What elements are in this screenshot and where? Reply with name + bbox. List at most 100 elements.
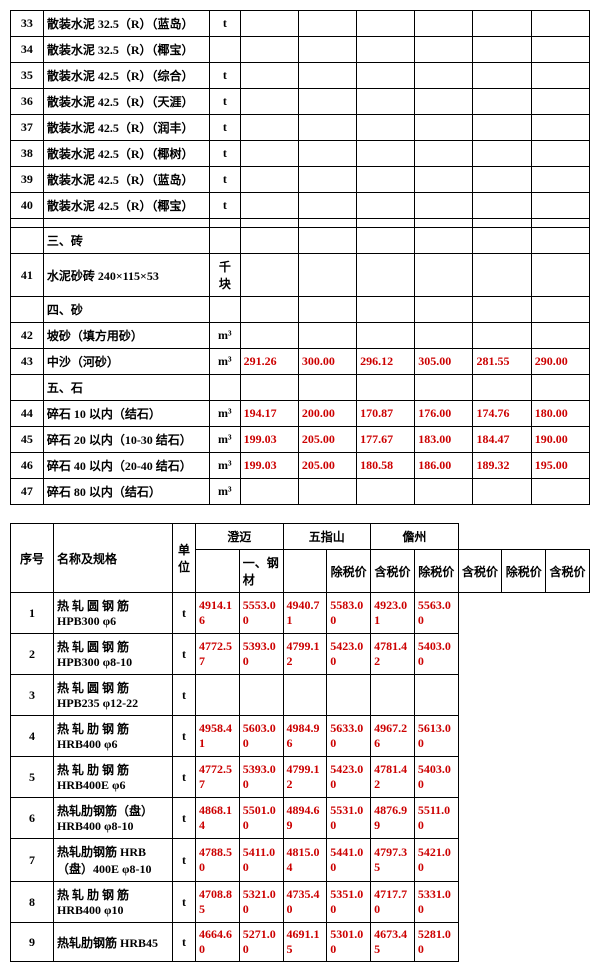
price-value: 5393.00 (239, 634, 283, 675)
price-value: 199.03 (240, 453, 298, 479)
price-value: 4940.71 (283, 593, 327, 634)
price-value (240, 228, 298, 254)
unit: t (209, 141, 240, 167)
subheader: 除税价 (414, 550, 458, 593)
price-value: 189.32 (473, 453, 531, 479)
price-value: 200.00 (298, 401, 356, 427)
price-value (415, 11, 473, 37)
price-value: 174.76 (473, 401, 531, 427)
price-value (240, 375, 298, 401)
price-value (531, 479, 589, 505)
unit: t (173, 757, 196, 798)
table-row: 6热轧肋钢筋（盘）HRB400 φ8-10t4868.145501.004894… (11, 798, 590, 839)
price-value (357, 297, 415, 323)
price-value: 4788.50 (196, 839, 240, 882)
material-name: 热 轧 肋 钢 筋 HRB400 φ10 (54, 882, 173, 923)
table-row: 五、石 (11, 375, 590, 401)
price-value (298, 297, 356, 323)
price-value (531, 219, 589, 228)
table-row: 36散装水泥 42.5（R）（天涯）t (11, 89, 590, 115)
material-name: 散装水泥 32.5（R）（蓝岛） (43, 11, 209, 37)
price-value: 5393.00 (239, 757, 283, 798)
material-name: 四、砂 (43, 297, 209, 323)
price-value (283, 675, 327, 716)
price-value: 4958.41 (196, 716, 240, 757)
price-value (240, 89, 298, 115)
price-value (531, 141, 589, 167)
price-value: 5411.00 (239, 839, 283, 882)
row-index: 34 (11, 37, 44, 63)
price-value (357, 89, 415, 115)
unit (209, 375, 240, 401)
price-value: 5501.00 (239, 798, 283, 839)
subheader: 含税价 (546, 550, 590, 593)
row-index (11, 375, 44, 401)
row-index: 7 (11, 839, 54, 882)
material-name: 热轧肋钢筋 HRB（盘）400E φ8-10 (54, 839, 173, 882)
header-region: 澄迈 (196, 524, 284, 550)
material-name: 碎石 20 以内（10-30 结石） (43, 427, 209, 453)
price-value (357, 254, 415, 297)
unit: m³ (209, 453, 240, 479)
table-row: 33散装水泥 32.5（R）（蓝岛）t (11, 11, 590, 37)
price-value (473, 37, 531, 63)
unit: m³ (209, 401, 240, 427)
table-row: 7热轧肋钢筋 HRB（盘）400E φ8-10t4788.505411.0048… (11, 839, 590, 882)
header-unit: 单位 (173, 524, 196, 593)
row-index (11, 297, 44, 323)
unit: t (173, 675, 196, 716)
price-value: 281.55 (473, 349, 531, 375)
material-name: 热 轧 肋 钢 筋 HRB400 φ6 (54, 716, 173, 757)
price-value: 4708.85 (196, 882, 240, 923)
unit (283, 550, 327, 593)
price-value: 4772.57 (196, 757, 240, 798)
price-value (298, 11, 356, 37)
price-value: 5613.00 (414, 716, 458, 757)
price-value: 195.00 (531, 453, 589, 479)
price-value (240, 11, 298, 37)
price-value (531, 228, 589, 254)
price-value (473, 193, 531, 219)
price-value: 194.17 (240, 401, 298, 427)
material-name: 热 轧 圆 钢 筋 HPB300 φ6 (54, 593, 173, 634)
material-name: 散装水泥 42.5（R）（综合） (43, 63, 209, 89)
row-index: 9 (11, 923, 54, 962)
price-value: 183.00 (415, 427, 473, 453)
price-value: 5403.00 (414, 757, 458, 798)
unit (209, 219, 240, 228)
price-value: 4914.16 (196, 593, 240, 634)
row-index: 33 (11, 11, 44, 37)
table-row: 三、砖 (11, 228, 590, 254)
unit: t (173, 716, 196, 757)
price-value: 5423.00 (327, 757, 371, 798)
material-name: 热 轧 圆 钢 筋 HPB300 φ8-10 (54, 634, 173, 675)
table-row: 45碎石 20 以内（10-30 结石）m³199.03205.00177.67… (11, 427, 590, 453)
price-value (531, 193, 589, 219)
price-value (473, 11, 531, 37)
subheader: 除税价 (327, 550, 371, 593)
price-value: 4717.70 (371, 882, 415, 923)
price-value (415, 323, 473, 349)
price-value (415, 375, 473, 401)
price-value (240, 219, 298, 228)
material-name: 热 轧 圆 钢 筋 HPB235 φ12-22 (54, 675, 173, 716)
material-name: 散装水泥 42.5（R）（润丰） (43, 115, 209, 141)
price-value (531, 115, 589, 141)
price-value (240, 479, 298, 505)
table-row: 38散装水泥 42.5（R）（椰树）t (11, 141, 590, 167)
unit (209, 37, 240, 63)
row-index: 5 (11, 757, 54, 798)
price-value (415, 254, 473, 297)
row-index: 35 (11, 63, 44, 89)
table-row: 37散装水泥 42.5（R）（润丰）t (11, 115, 590, 141)
price-value (415, 37, 473, 63)
price-value (415, 297, 473, 323)
price-value (298, 323, 356, 349)
price-value (357, 228, 415, 254)
unit: t (173, 798, 196, 839)
material-name (43, 219, 209, 228)
row-index: 36 (11, 89, 44, 115)
price-value (357, 375, 415, 401)
price-value: 5321.00 (239, 882, 283, 923)
table-row: 9热轧肋钢筋 HRB45t4664.605271.004691.155301.0… (11, 923, 590, 962)
